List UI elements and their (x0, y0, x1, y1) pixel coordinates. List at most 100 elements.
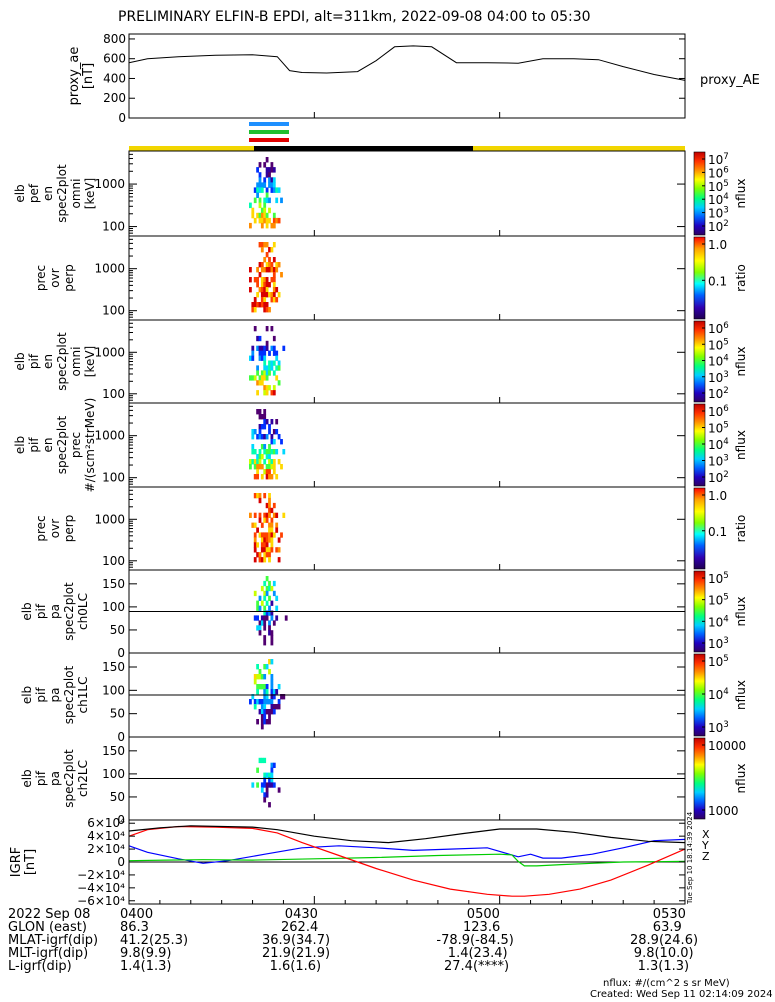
spectrogram-cell (275, 474, 279, 480)
spectrogram-cell (265, 345, 269, 351)
spectrogram-cell (263, 757, 267, 764)
spectrogram-cell (256, 380, 259, 386)
spectrogram-cell (256, 689, 259, 695)
panel-ylabel: elb (20, 602, 34, 620)
spectrogram-cell (260, 292, 264, 298)
orbit-row-value: -78.9(-84.5) (436, 933, 514, 948)
orbit-row-value: 262.4 (281, 920, 319, 935)
spectrogram-cell (258, 414, 262, 420)
orbit-row-value: 1.4(1.3) (120, 959, 172, 974)
spectrogram-cell (263, 449, 267, 455)
spectrogram-cell (253, 187, 257, 193)
spectrogram-cell (268, 547, 271, 553)
panel-ylabel: prec (34, 265, 48, 291)
spectrogram-cell (270, 365, 274, 371)
spectrogram-cell (265, 449, 269, 455)
spectrogram-cell (251, 694, 255, 700)
spectrogram-cell (268, 267, 271, 273)
spectrogram-cell (263, 385, 267, 391)
spectrogram-cell (272, 580, 276, 587)
colorbar-tick-label: 1.0 (708, 489, 727, 503)
spectrogram-cell (263, 557, 267, 563)
spectrogram-cell (253, 699, 257, 705)
spectrogram-cell (268, 454, 271, 460)
igrf-legend-X: X (702, 828, 710, 841)
proxy-ae-panel: 0 200 400 600 800 proxy_ae [nT] proxy_AE (67, 32, 760, 125)
spectrogram-cell (249, 202, 252, 209)
spectrogram-cell (263, 182, 267, 188)
spectrogram-cell (277, 557, 281, 563)
igrf-series-Btot (128, 825, 686, 844)
spectrogram-cell (265, 512, 269, 518)
orbit-row-label: MLT-igrf(dip) (8, 946, 89, 961)
panel-tick-label: 0 (117, 646, 125, 660)
igrf-tick-label: 4×10⁴ (87, 829, 125, 843)
spectrogram-cell (249, 512, 252, 518)
spectrogram-cell (263, 302, 267, 308)
spectrogram-cell (282, 694, 286, 700)
spectrogram-cell (272, 212, 276, 219)
spectrogram-cell (263, 409, 267, 415)
spectrogram-cell (258, 242, 262, 248)
spectrogram-cell (258, 197, 262, 204)
spectrogram-cell (272, 709, 276, 715)
spectrogram-cell (263, 517, 267, 523)
proxy-ae-tick-label: 600 (103, 52, 126, 66)
panel-tick-label: 1000 (94, 177, 125, 191)
spectrogram-cell (280, 532, 283, 538)
spectrogram-cell (277, 434, 281, 440)
spectrogram-cell (260, 620, 264, 626)
orbit-row-label: MLAT-igrf(dip) (8, 933, 99, 948)
spectrogram-cell (272, 762, 276, 768)
spectrogram-cell (263, 177, 267, 183)
spectrogram-cell (258, 182, 262, 188)
spectrogram-cell (268, 307, 271, 313)
colorbar-label: ratio (734, 264, 748, 292)
panel-ylabel: [keV] (83, 178, 97, 209)
spectrogram-cell (270, 537, 274, 543)
spectrogram-cell (263, 709, 267, 715)
spectrogram-cell (253, 522, 257, 528)
status-bars (129, 122, 685, 151)
spectrogram-cell (263, 777, 267, 783)
colorbar-tick-label: 102 (708, 386, 729, 401)
spectrogram-cell (272, 390, 276, 396)
spectrogram-cell (270, 167, 274, 173)
panel-ylabel: [keV] (83, 346, 97, 377)
orbit-row-value: 36.9(34.7) (262, 933, 331, 948)
panel-ylabel: elb (20, 769, 34, 787)
panel-elb_pif_pa_spec2plot_ch0LC: 0 50 100 150 elb pif pa spec2plot ch0LC 105 105 104… (20, 569, 748, 660)
spectrogram-cell (265, 197, 269, 204)
spectrogram-cell (258, 699, 262, 705)
panel-ylabel: prec (69, 432, 83, 458)
spectrogram-cell (249, 222, 252, 229)
spectrogram-cell (263, 297, 267, 303)
orbit-row-value: 1.6(1.6) (269, 959, 322, 974)
colorbar-tick-label: 105 (708, 337, 729, 352)
spectrogram-cell (260, 600, 264, 606)
spectrogram-cell (265, 385, 269, 391)
spectrogram-cell (256, 474, 259, 480)
spectrogram-cell (260, 474, 264, 480)
spectrogram-cell (263, 493, 267, 499)
spectrogram-cell (258, 454, 262, 460)
panel-tick-label: 150 (102, 744, 125, 758)
panel-ylabel: #/(scm²strMeV) (83, 398, 97, 493)
spectrogram-cell (260, 267, 264, 273)
spectrogram-cell (270, 610, 274, 616)
spectrogram-cell (272, 385, 276, 391)
spectrogram-cell (270, 674, 274, 680)
spectrogram-cell (268, 282, 271, 288)
spectrogram-cell (277, 787, 281, 793)
spectrogram-cell (265, 517, 269, 523)
spectrogram-cell (270, 449, 274, 455)
spectrogram-cell (270, 699, 274, 705)
spectrogram-cell (265, 585, 269, 592)
spectrogram-cell (272, 360, 276, 366)
spectrogram-cell (260, 355, 264, 361)
spectrogram-cell (275, 287, 279, 293)
spectrogram-cell (258, 757, 262, 764)
spectrogram-cell (256, 192, 259, 198)
